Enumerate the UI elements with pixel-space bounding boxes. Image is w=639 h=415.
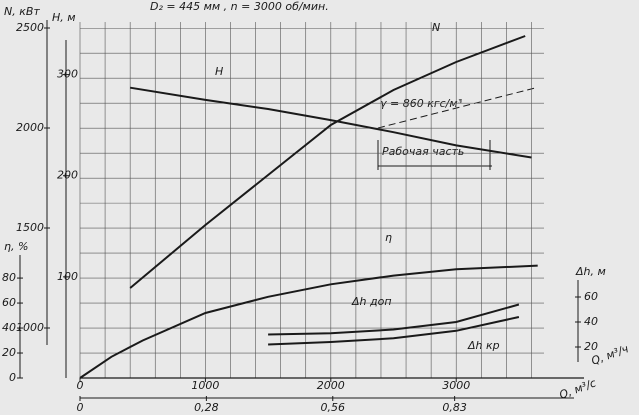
y-tick-label: 1500 (16, 221, 44, 234)
y-tick-label: 40 (584, 315, 598, 328)
y-tick-label: 100 (57, 270, 78, 283)
y-tick-label: 80 (2, 271, 16, 284)
y-tick-label: 60 (2, 296, 16, 309)
curve (79, 264, 538, 379)
curve (129, 35, 526, 289)
y-tick-label: 20 (584, 340, 598, 353)
curve (130, 86, 532, 159)
x2-tick-label: 0,56 (321, 401, 346, 414)
curve-label: N (432, 21, 440, 34)
x-tick-label: 2000 (317, 379, 345, 392)
y-tick-label: 1000 (16, 321, 44, 334)
density-annotation: γ = 860 кгс/м³ (380, 97, 463, 110)
y-tick-label: 300 (57, 68, 78, 81)
x-tick-label: 1000 (191, 379, 219, 392)
y-tick-label: 2000 (16, 121, 44, 134)
chart-title: D₂ = 445 мм , n = 3000 об/мин. (150, 0, 329, 13)
x-tick-label: 0 (77, 379, 84, 392)
x2-tick-label: 0 (77, 401, 84, 414)
y-tick-label: 40 (2, 321, 16, 334)
working-range-annotation: Рабочая часть (382, 145, 464, 158)
x-tick-label: 3000 (442, 379, 470, 392)
y-tick-label: 2500 (16, 21, 44, 34)
y-axis-label: H, м (52, 11, 76, 24)
y-tick-label: 20 (2, 346, 16, 359)
curve-label: η (385, 231, 392, 244)
curve-label: Δh доп (351, 295, 392, 308)
curve (268, 316, 520, 346)
y-axis-label: η, % (4, 240, 28, 253)
y-axis-label: Δh, м (575, 265, 606, 278)
y-tick-label: 0 (9, 371, 16, 384)
y-axis-label: N, кВт (4, 5, 40, 18)
y-tick-label: 60 (584, 290, 598, 303)
curve-label: Δh кр (467, 339, 500, 352)
curve-label: H (215, 65, 223, 78)
curve (268, 303, 520, 336)
x2-tick-label: 0,28 (194, 401, 219, 414)
y-tick-label: 200 (57, 169, 78, 182)
x2-tick-label: 0,83 (442, 401, 467, 414)
